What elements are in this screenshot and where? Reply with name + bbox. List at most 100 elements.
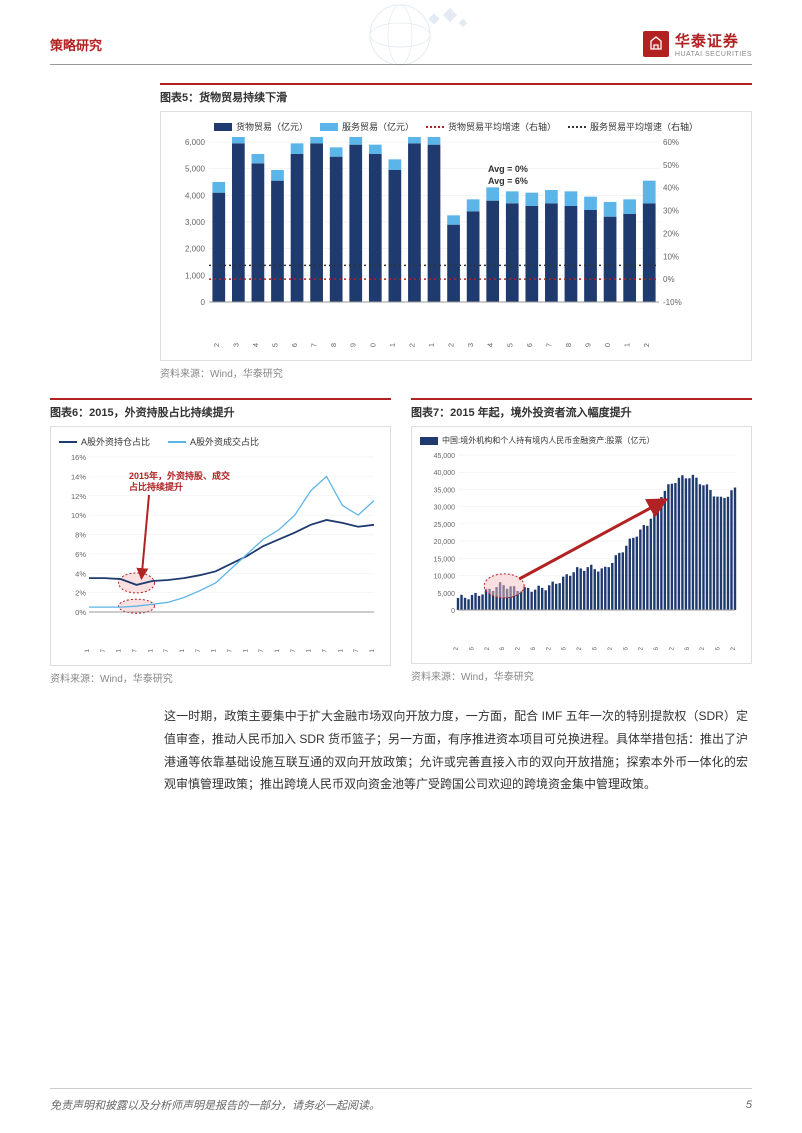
chart6-source: 资料来源：Wind，华泰研究 <box>50 670 391 685</box>
svg-text:5,000: 5,000 <box>185 165 206 174</box>
svg-text:2020-12: 2020-12 <box>668 647 675 650</box>
svg-text:2016-01: 2016-01 <box>147 649 154 652</box>
svg-text:2018-06: 2018-06 <box>592 647 599 650</box>
svg-text:2022-12: 2022-12 <box>730 647 737 650</box>
svg-text:2023-01: 2023-01 <box>369 649 376 652</box>
chart6-title: 图表6：2015，外资持股占比持续提升 <box>50 398 391 420</box>
svg-text:2015-07: 2015-07 <box>132 649 139 652</box>
svg-text:2014-12: 2014-12 <box>484 647 491 650</box>
svg-text:2020-07: 2020-07 <box>290 649 297 652</box>
logo-text-en: HUATAI SECURITIES <box>675 51 752 58</box>
svg-text:2%: 2% <box>75 589 86 598</box>
legend-label: 货物贸易（亿元） <box>236 120 308 133</box>
svg-text:2021-12: 2021-12 <box>699 647 706 650</box>
svg-text:2015-08: 2015-08 <box>329 343 338 347</box>
svg-text:40%: 40% <box>663 184 679 193</box>
chart5-source: 资料来源：Wind，华泰研究 <box>160 365 752 380</box>
svg-text:2020-01: 2020-01 <box>274 649 281 652</box>
svg-text:-10%: -10% <box>663 298 682 307</box>
svg-text:2016-07: 2016-07 <box>544 343 553 347</box>
chart7-plot: 0 5,000 10,000 15,000 20,000 25,000 30,000 35,0… <box>420 450 740 650</box>
chart7-legend: 中国:境外机构和个人持有境内人民币金融资产:股票（亿元） <box>420 435 743 446</box>
footer-disclaimer: 免责声明和披露以及分析师声明是报告的一部分，请务必一起阅读。 <box>50 1097 380 1113</box>
svg-text:10%: 10% <box>663 252 679 261</box>
svg-text:2019-07: 2019-07 <box>258 649 265 652</box>
chart5-title: 图表5：货物贸易持续下滑 <box>160 83 752 105</box>
svg-text:10,000: 10,000 <box>434 574 456 581</box>
chart5-box: 货物贸易（亿元） 服务贸易（亿元） 货物贸易平均增速（右轴） 服务贸易平均增速（… <box>160 111 752 361</box>
svg-text:2016-01: 2016-01 <box>427 343 436 347</box>
svg-text:2016-08: 2016-08 <box>564 343 573 347</box>
svg-text:0%: 0% <box>75 608 86 617</box>
svg-text:35,000: 35,000 <box>434 487 456 494</box>
svg-text:2015-11: 2015-11 <box>388 343 397 347</box>
svg-text:2019-12: 2019-12 <box>638 647 645 650</box>
svg-text:2016-09: 2016-09 <box>584 343 593 347</box>
svg-text:2014-07: 2014-07 <box>100 649 107 652</box>
svg-text:2016-04: 2016-04 <box>486 343 495 347</box>
svg-text:2020-06: 2020-06 <box>653 647 660 650</box>
svg-text:2,000: 2,000 <box>185 245 206 254</box>
svg-text:20,000: 20,000 <box>434 539 456 546</box>
watermark-globe <box>300 0 500 70</box>
svg-text:2018-01: 2018-01 <box>211 649 218 652</box>
svg-text:2015-10: 2015-10 <box>368 343 377 347</box>
svg-text:0%: 0% <box>663 275 675 284</box>
svg-text:12%: 12% <box>71 492 86 501</box>
svg-text:2015-01: 2015-01 <box>116 649 123 652</box>
svg-text:2014-01: 2014-01 <box>84 649 91 652</box>
legend-label: A股外资成交占比 <box>190 435 259 448</box>
svg-text:2016-06: 2016-06 <box>530 647 537 650</box>
svg-text:2021-07: 2021-07 <box>322 649 329 652</box>
svg-text:2016-11: 2016-11 <box>623 343 632 347</box>
svg-text:0: 0 <box>201 298 206 307</box>
svg-text:45,000: 45,000 <box>434 453 456 460</box>
svg-text:5,000: 5,000 <box>437 591 455 598</box>
svg-text:2015-12: 2015-12 <box>407 343 416 347</box>
svg-text:2016-12: 2016-12 <box>545 647 552 650</box>
svg-text:2015-03: 2015-03 <box>231 343 240 347</box>
svg-text:2018-07: 2018-07 <box>227 649 234 652</box>
svg-text:2021-06: 2021-06 <box>684 647 691 650</box>
svg-text:8%: 8% <box>75 531 86 540</box>
chart6-plot: 0%2%4%6%8%10%12%14%16%2014-012014-072015… <box>59 452 379 652</box>
svg-text:2014-06: 2014-06 <box>468 647 475 650</box>
svg-text:4%: 4% <box>75 569 86 578</box>
svg-text:2018-12: 2018-12 <box>607 647 614 650</box>
svg-text:6%: 6% <box>75 550 86 559</box>
svg-text:60%: 60% <box>663 138 679 147</box>
svg-text:2016-02: 2016-02 <box>447 343 456 347</box>
chart7-section: 图表7：2015 年起，境外投资者流入幅度提升 中国:境外机构和个人持有境内人民… <box>411 398 752 685</box>
svg-text:30,000: 30,000 <box>434 505 456 512</box>
svg-text:0: 0 <box>451 608 455 615</box>
svg-text:Avg = 6%: Avg = 6% <box>488 176 528 186</box>
chart7-source: 资料来源：Wind，华泰研究 <box>411 668 752 683</box>
svg-text:3,000: 3,000 <box>185 218 206 227</box>
svg-text:2022-01: 2022-01 <box>337 649 344 652</box>
svg-text:2015-06: 2015-06 <box>290 343 299 347</box>
svg-text:25,000: 25,000 <box>434 522 456 529</box>
svg-text:6,000: 6,000 <box>185 138 206 147</box>
chart6-legend: A股外资持仓占比 A股外资成交占比 <box>59 435 382 448</box>
svg-text:2017-07: 2017-07 <box>195 649 202 652</box>
charts-6-7-row: 图表6：2015，外资持股占比持续提升 A股外资持仓占比 A股外资成交占比 0%… <box>50 398 752 685</box>
svg-text:2015-12: 2015-12 <box>515 647 522 650</box>
header-logo: 华泰证券 HUATAI SECURITIES <box>643 30 752 58</box>
svg-text:40,000: 40,000 <box>434 470 456 477</box>
legend-label: 中国:境外机构和个人持有境内人民币金融资产:股票（亿元） <box>442 435 654 446</box>
svg-text:30%: 30% <box>663 207 679 216</box>
svg-text:15,000: 15,000 <box>434 556 456 563</box>
svg-text:16%: 16% <box>71 453 86 462</box>
svg-text:2013-12: 2013-12 <box>453 647 460 650</box>
svg-text:2022-07: 2022-07 <box>353 649 360 652</box>
svg-text:2015-06: 2015-06 <box>499 647 506 650</box>
chart5-section: 图表5：货物贸易持续下滑 货物贸易（亿元） 服务贸易（亿元） 货物贸易平均增速（… <box>50 83 752 380</box>
legend-label: 服务贸易（亿元） <box>342 120 414 133</box>
svg-text:2017-12: 2017-12 <box>576 647 583 650</box>
svg-text:2017-06: 2017-06 <box>561 647 568 650</box>
svg-text:2015-02: 2015-02 <box>212 343 221 347</box>
svg-text:Avg = 0%: Avg = 0% <box>488 164 528 174</box>
logo-icon <box>643 31 669 57</box>
chart6-box: A股外资持仓占比 A股外资成交占比 0%2%4%6%8%10%12%14%16%… <box>50 426 391 666</box>
svg-text:2015年，外资持股、成交: 2015年，外资持股、成交 <box>129 470 230 481</box>
